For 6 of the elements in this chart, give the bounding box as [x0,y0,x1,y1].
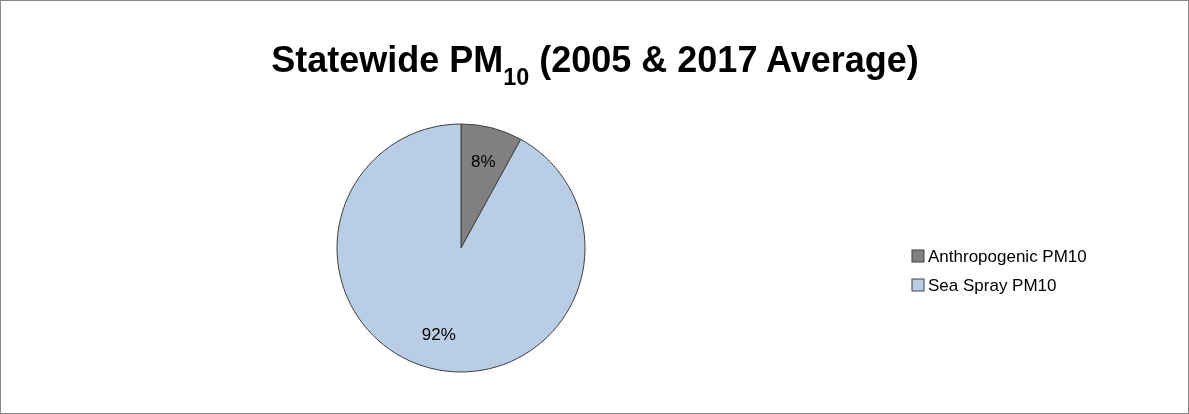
chart-title: Statewide PM$_{10}$ (2005 & 2017 Average) [271,39,919,90]
legend-label: Anthropogenic PM10 [928,246,1087,266]
data-label: 8% [470,152,496,172]
legend-label: Sea Spray PM10 [928,275,1057,295]
pie-slice [336,123,586,373]
data-label: 92% [421,325,456,345]
